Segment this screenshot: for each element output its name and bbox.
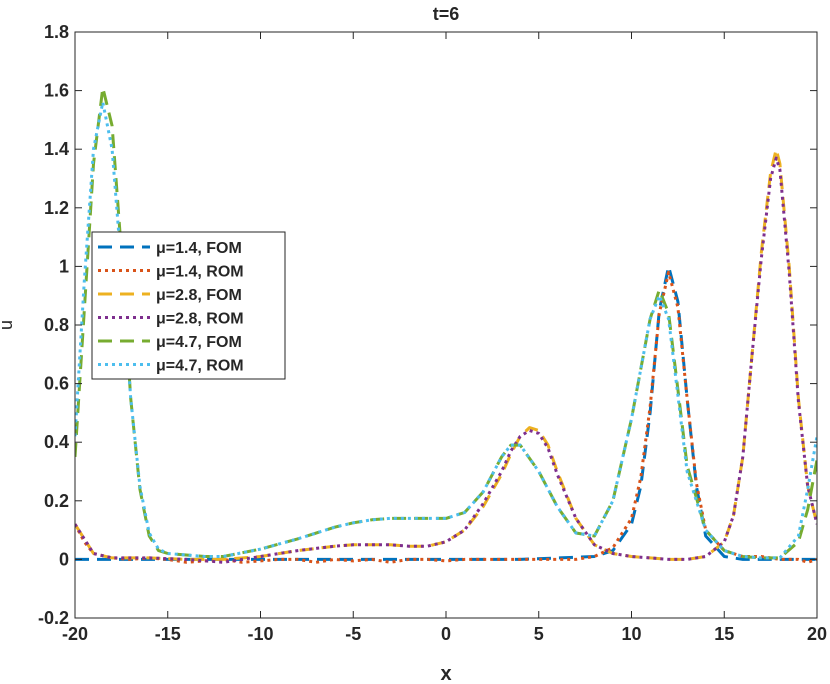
x-tick-label: -5 <box>345 624 361 644</box>
x-tick-label: -15 <box>155 624 181 644</box>
x-tick-label: 0 <box>441 624 451 644</box>
legend-box <box>91 231 286 380</box>
x-tick-label: 20 <box>807 624 827 644</box>
x-axis-label: x <box>440 663 451 684</box>
legend-label: μ=1.4, FOM <box>156 240 242 257</box>
y-tick-label: -0.2 <box>38 608 69 628</box>
legend-label: μ=2.8, ROM <box>156 311 244 328</box>
legend: μ=1.4, FOM μ=1.4, ROM μ=2.8, FOM μ=2.8, ROM… <box>91 231 286 380</box>
x-tick-label: 5 <box>534 624 544 644</box>
series-line-1 <box>75 264 817 561</box>
series-line-6 <box>75 100 817 560</box>
x-tick-label: 10 <box>621 624 641 644</box>
x-tick-label: -10 <box>247 624 273 644</box>
y-tick-label: 0.8 <box>44 315 69 335</box>
y-tick-label: 1 <box>59 256 69 276</box>
y-axis-label: u <box>0 320 16 330</box>
legend-label: μ=2.8, FOM <box>156 287 242 304</box>
legend-label: μ=4.7, ROM <box>156 358 244 375</box>
y-tick-label: 0 <box>59 549 69 569</box>
legend-label: μ=4.7, FOM <box>156 334 242 351</box>
y-tick-label: 1.6 <box>44 81 69 101</box>
series-layer <box>75 86 817 564</box>
y-tick-label: 1.4 <box>44 139 69 159</box>
y-tick-label: 1.8 <box>44 22 69 42</box>
chart-title: t=6 <box>433 4 460 24</box>
y-tick-label: 0.6 <box>44 374 69 394</box>
x-tick-label: 15 <box>714 624 734 644</box>
y-tick-label: 0.4 <box>44 432 69 452</box>
series-line-4 <box>75 156 817 564</box>
y-tick-label: 0.2 <box>44 491 69 511</box>
x-axis: -20 -15 -10 -5 0 5 10 15 20 <box>62 32 827 644</box>
x-tick-label: -20 <box>62 624 88 644</box>
y-tick-label: 1.2 <box>44 198 69 218</box>
legend-label: μ=1.4, ROM <box>156 264 244 281</box>
y-axis: -0.2 0 0.2 0.4 0.6 0.8 1 1.2 1.4 1.6 1.8 <box>38 22 817 628</box>
